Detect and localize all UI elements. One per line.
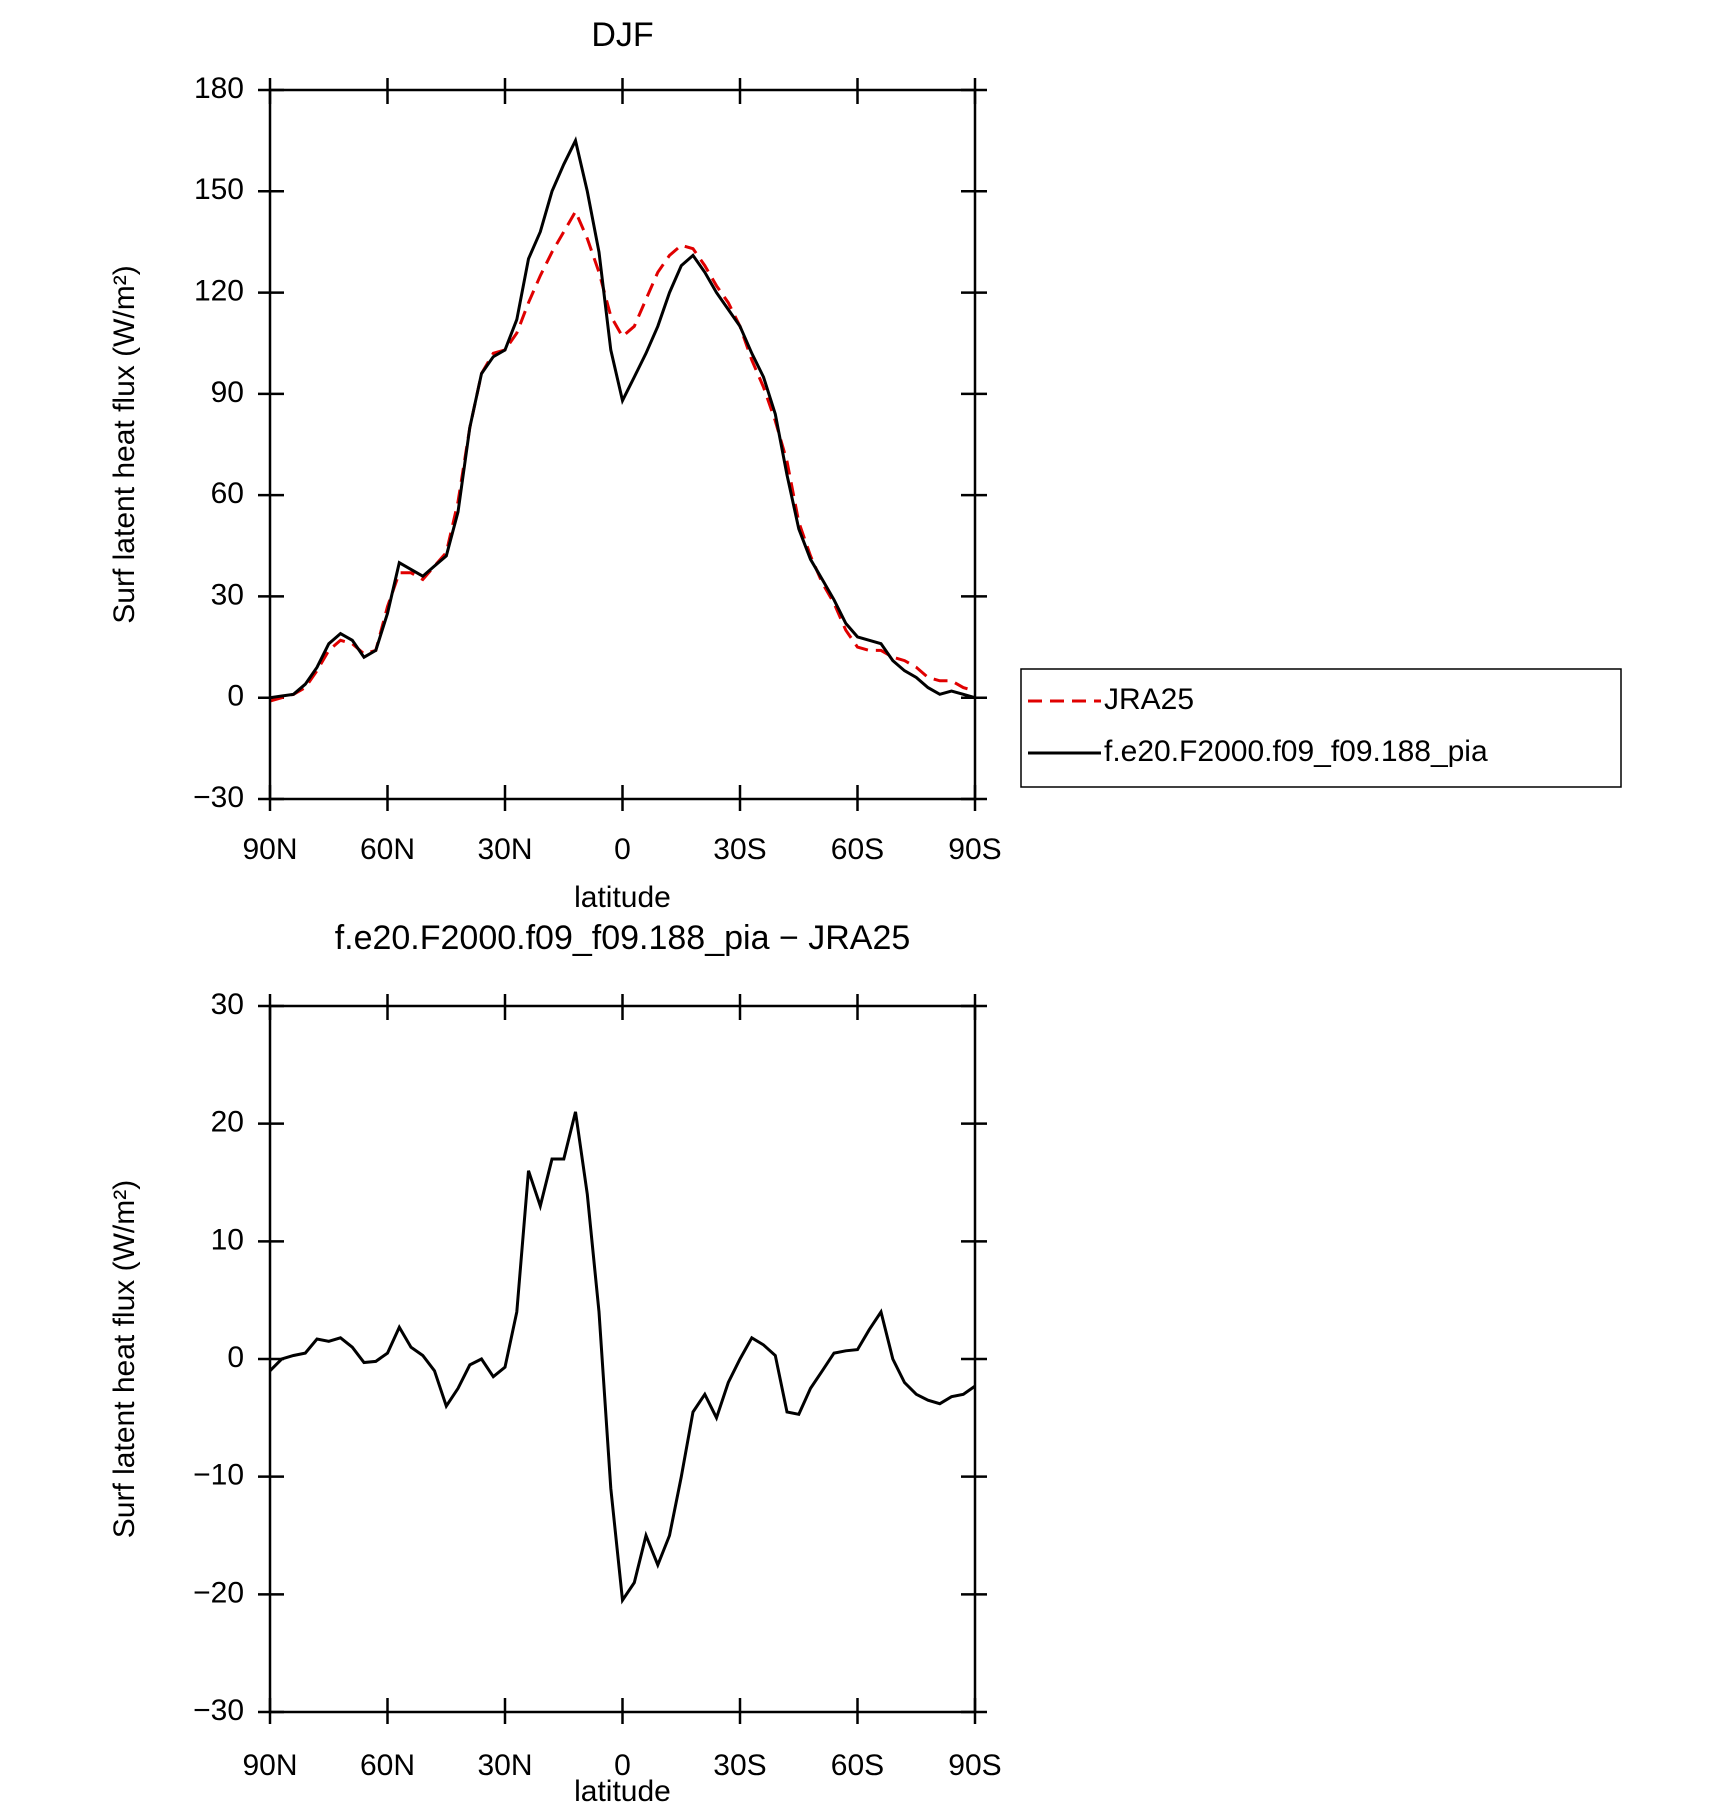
y-axis-label: Surf latent heat flux (W/m²) — [108, 1180, 141, 1538]
data-line — [269, 136, 976, 700]
y-tick-label: 150 — [194, 173, 244, 206]
x-tick-label: 60S — [831, 1749, 884, 1782]
legend-box — [1020, 668, 1622, 788]
y-tick-label: 30 — [211, 988, 244, 1021]
y-tick-label: 10 — [211, 1223, 244, 1256]
x-tick-label: 60N — [360, 833, 415, 866]
y-axis-label: Surf latent heat flux (W/m²) — [108, 265, 141, 623]
y-tick-label: −30 — [193, 781, 244, 814]
legend-label: f.e20.F2000.f09_f09.188_pia — [1104, 735, 1488, 768]
chart-title: f.e20.F2000.f09_f09.188_pia − JRA25 — [335, 919, 911, 957]
x-tick-label: 0 — [614, 833, 631, 866]
x-tick-label: 0 — [614, 1749, 631, 1782]
y-tick-label: 30 — [211, 578, 244, 611]
data-line — [268, 1111, 976, 1605]
y-tick-label: −10 — [193, 1459, 244, 1492]
x-tick-label: 30N — [477, 1749, 532, 1782]
x-tick-label: 60N — [360, 1749, 415, 1782]
plot-frame — [268, 88, 977, 801]
x-tick-label: 90S — [948, 1749, 1001, 1782]
y-tick-label: 20 — [211, 1106, 244, 1139]
x-tick-label: 30N — [477, 833, 532, 866]
x-tick-label: 30S — [713, 833, 766, 866]
y-tick-label: 0 — [227, 1341, 244, 1374]
y-tick-label: 60 — [211, 477, 244, 510]
y-tick-label: −20 — [193, 1576, 244, 1609]
x-axis-label: latitude — [574, 881, 671, 914]
x-tick-label: 90S — [948, 833, 1001, 866]
x-tick-label: 90N — [242, 833, 297, 866]
x-tick-label: 30S — [713, 1749, 766, 1782]
y-tick-label: 90 — [211, 376, 244, 409]
y-tick-label: −30 — [193, 1694, 244, 1727]
x-axis-label: latitude — [574, 1775, 671, 1808]
y-tick-label: 0 — [227, 680, 244, 713]
legend-label: JRA25 — [1104, 683, 1194, 716]
x-tick-label: 90N — [242, 1749, 297, 1782]
y-tick-label: 180 — [194, 72, 244, 105]
x-tick-label: 60S — [831, 833, 884, 866]
y-tick-label: 120 — [194, 274, 244, 307]
data-line — [269, 208, 976, 703]
chart-title: DJF — [591, 16, 653, 54]
plot-frame — [268, 1004, 977, 1714]
